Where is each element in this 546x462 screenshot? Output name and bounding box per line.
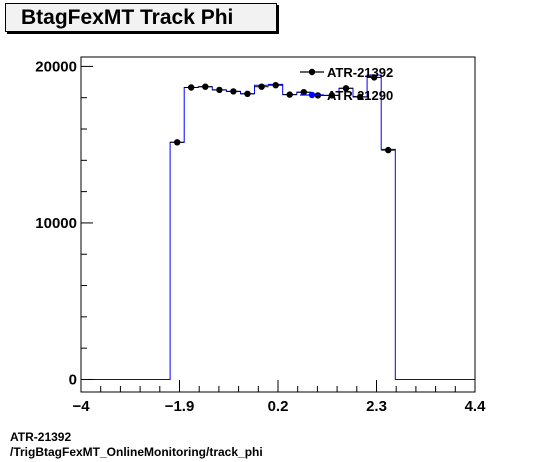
data-point (371, 74, 378, 81)
data-point (300, 89, 307, 96)
series-layer (81, 74, 475, 380)
plot-frame (80, 56, 476, 393)
data-point (188, 84, 195, 91)
data-point (385, 146, 392, 154)
y-tick-label: 0 (69, 371, 77, 388)
x-tick-label: 2.3 (366, 398, 387, 415)
legend-label: ATR-21392 (327, 65, 393, 80)
data-point (272, 82, 279, 89)
data-point (244, 90, 251, 98)
x-tick-label: −4 (72, 398, 90, 415)
axis-layer: 0 10000 20000 −4 −1.9 0.2 2.3 4.4 (35, 58, 486, 415)
chart-title: BtagFexMT Track Phi (21, 6, 234, 29)
data-point (174, 139, 181, 146)
data-point (356, 93, 364, 101)
x-tick-label: 4.4 (465, 398, 487, 415)
data-point (258, 83, 265, 90)
y-tick-label: 10000 (35, 215, 77, 232)
data-point (342, 85, 350, 92)
footer-run-label: ATR-21392 (10, 430, 72, 444)
series-line-0 (81, 74, 475, 380)
legend-swatch-marker (308, 68, 316, 76)
legend: ATR-21392 ATR-21290 (300, 65, 393, 103)
data-point (286, 91, 293, 98)
data-point (230, 88, 237, 95)
footer-path-label: /TrigBtagFexMT_OnlineMonitoring/track_ph… (10, 445, 263, 459)
legend-label: ATR-21290 (327, 88, 393, 103)
data-point (216, 86, 223, 94)
x-tick-label: −1.9 (165, 398, 195, 415)
data-point (328, 92, 336, 99)
y-tick-label: 20000 (35, 58, 77, 75)
legend-swatch-marker (308, 91, 316, 99)
title-box: BtagFexMT Track Phi (5, 3, 277, 32)
x-tick-label: 0.2 (268, 398, 289, 415)
data-point (202, 83, 209, 90)
